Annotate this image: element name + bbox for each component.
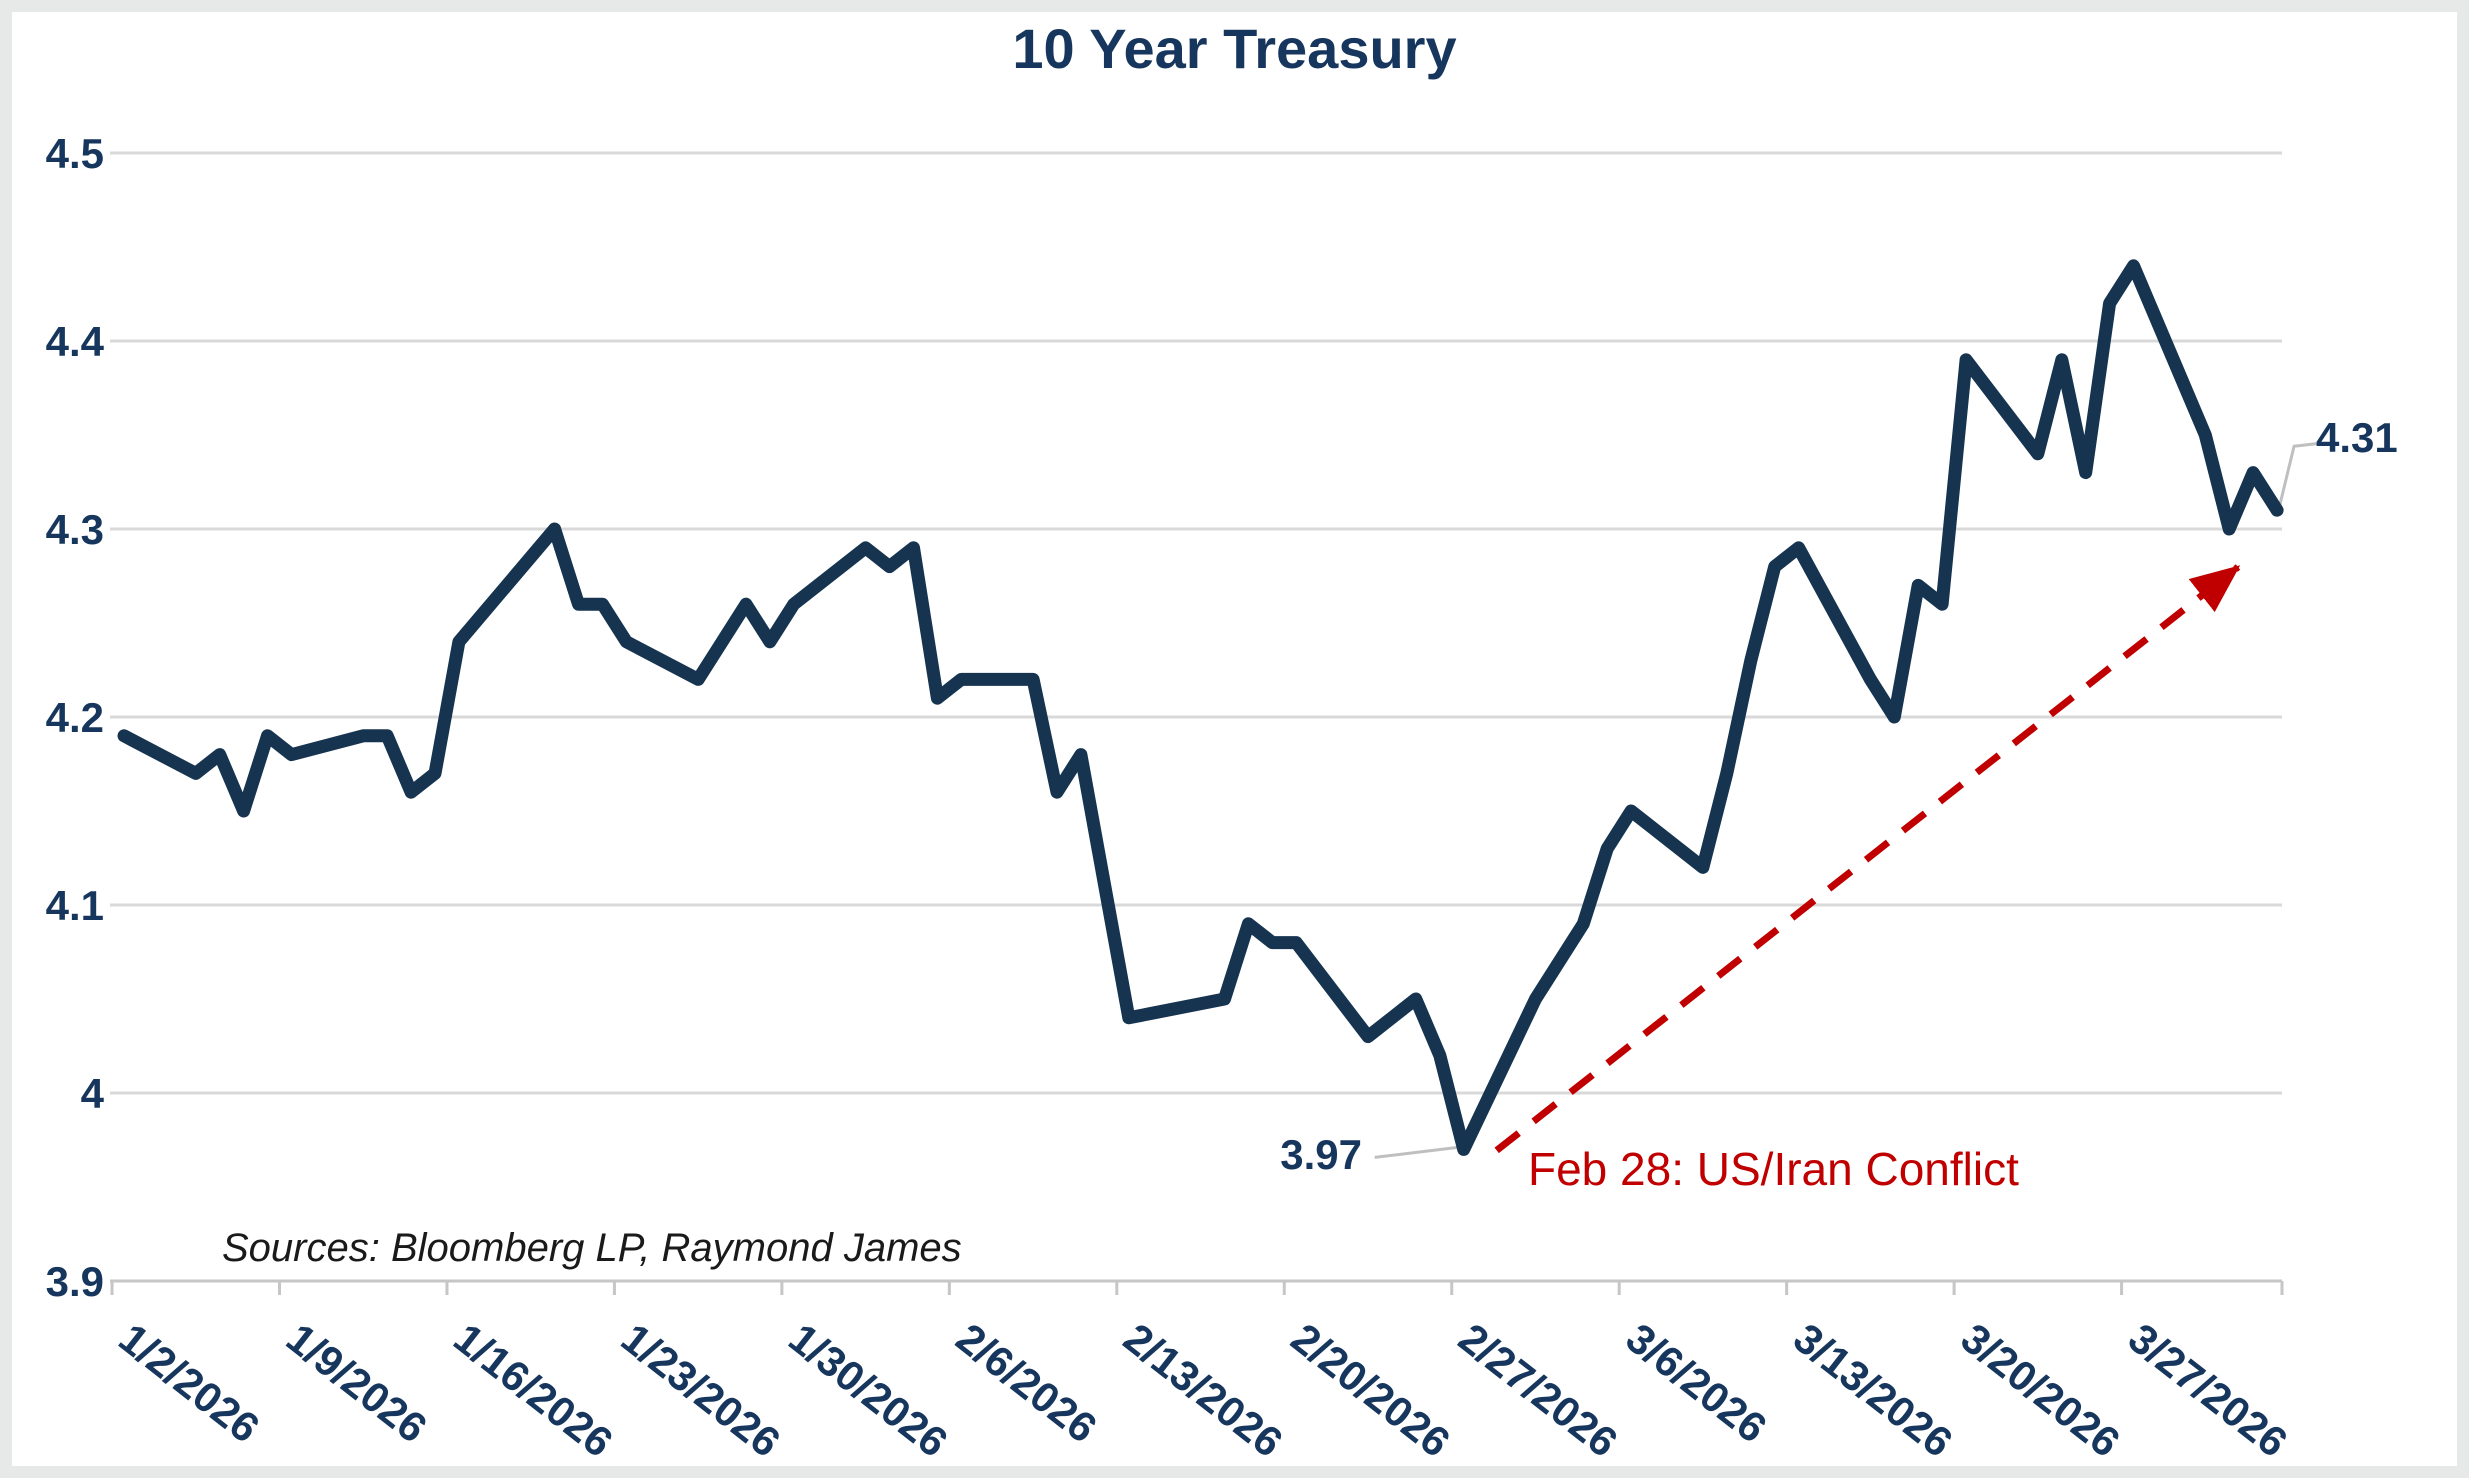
svg-text:4.1: 4.1: [46, 882, 104, 929]
callout-leader-lines: [1374, 441, 2321, 1159]
svg-text:2/27/2026: 2/27/2026: [1450, 1314, 1626, 1466]
svg-text:3.9: 3.9: [46, 1258, 104, 1305]
y-axis-labels: 4.5 4.4 4.3 4.2 4.1 4 3.9: [46, 130, 105, 1305]
min-value-label: 3.97: [1280, 1131, 1362, 1178]
last-value-label: 4.31: [2316, 414, 2398, 461]
svg-text:3/13/2026: 3/13/2026: [1785, 1314, 1961, 1466]
svg-text:1/9/2026: 1/9/2026: [278, 1314, 436, 1452]
svg-text:1/23/2026: 1/23/2026: [613, 1314, 789, 1466]
x-axis-labels: 1/2/2026 1/9/2026 1/16/20261/23/20261/30/2…: [110, 1314, 2296, 1466]
svg-text:1/2/2026: 1/2/2026: [110, 1314, 268, 1452]
event-trend-arrow: [1494, 564, 2241, 1154]
treasury-yield-line: [117, 259, 2284, 1156]
x-axis: [110, 1279, 2284, 1295]
gridlines: [110, 151, 2282, 1283]
chart-title: 10 Year Treasury: [1012, 17, 1457, 80]
chart-panel: [12, 12, 2457, 1466]
source-note: Sources: Bloomberg LP, Raymond James: [222, 1226, 962, 1270]
event-annotation: Feb 28: US/Iran Conflict: [1528, 1143, 2019, 1195]
svg-text:3/20/2026: 3/20/2026: [1953, 1314, 2129, 1466]
svg-text:1/30/2026: 1/30/2026: [780, 1314, 956, 1466]
svg-text:4.4: 4.4: [46, 318, 105, 365]
svg-text:1/16/2026: 1/16/2026: [445, 1314, 621, 1466]
svg-text:2/20/2026: 2/20/2026: [1283, 1314, 1459, 1466]
svg-text:4.2: 4.2: [46, 694, 104, 741]
svg-text:3/6/2026: 3/6/2026: [1618, 1314, 1776, 1452]
svg-text:2/6/2026: 2/6/2026: [948, 1314, 1106, 1452]
svg-text:3/27/2026: 3/27/2026: [2120, 1314, 2296, 1466]
svg-text:4.5: 4.5: [46, 130, 104, 177]
svg-text:4: 4: [81, 1070, 105, 1117]
svg-text:4.3: 4.3: [46, 506, 104, 553]
svg-text:2/13/2026: 2/13/2026: [1115, 1314, 1291, 1466]
